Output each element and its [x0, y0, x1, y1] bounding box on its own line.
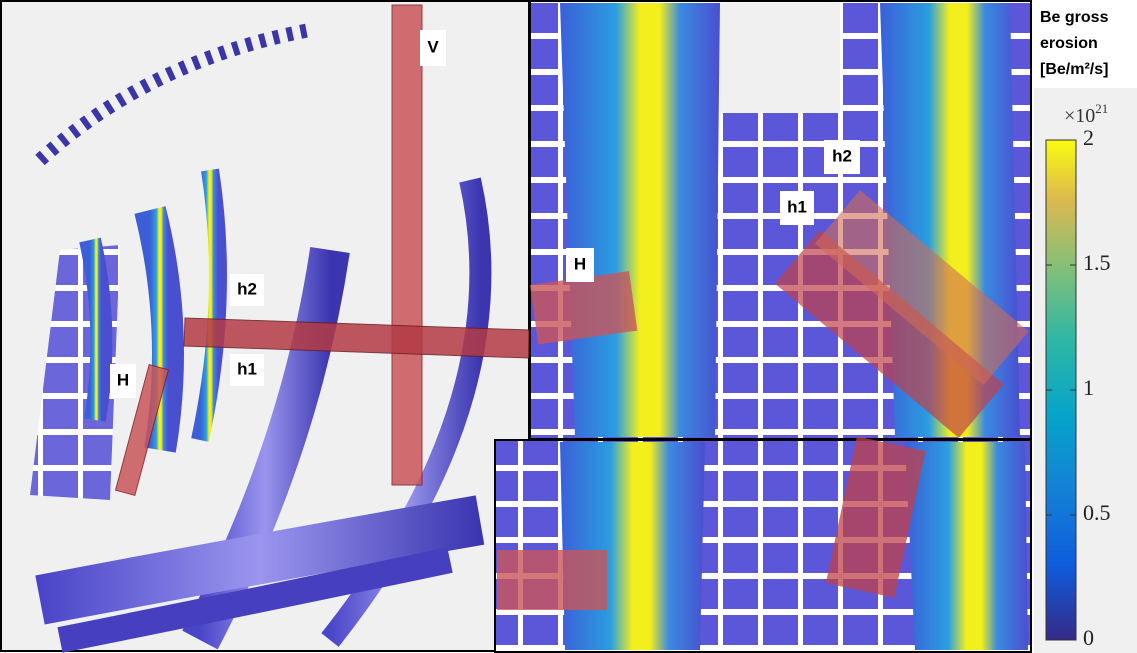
figure: V h2 h1 H h2 h1 H Be gross erosion [Be/m… — [0, 0, 1137, 653]
label: h1 — [237, 359, 257, 378]
label: H — [574, 254, 586, 273]
multiplier-base: ×10 — [1064, 105, 1095, 127]
colorbar-title: erosion — [1040, 35, 1098, 52]
colorbar: Be gross erosion [Be/m²/s] ×1021 0 0.5 1 1.… — [1034, 9, 1137, 653]
label: h2 — [237, 279, 257, 298]
colorbar-title: [Be/m²/s] — [1040, 61, 1108, 78]
tick-label: 2 — [1083, 125, 1094, 150]
label: h1 — [787, 197, 807, 216]
zoom-bottom — [495, 436, 1031, 652]
label: V — [427, 37, 439, 56]
label: H — [117, 370, 129, 389]
tick-label: 0.5 — [1083, 500, 1111, 525]
colorbar-title: Be gross — [1040, 9, 1109, 26]
main-view — [1, 1, 530, 651]
tick-label: 1.5 — [1083, 250, 1111, 275]
tick-label: 0 — [1083, 625, 1094, 650]
label: h2 — [832, 146, 852, 165]
tick-label: 1 — [1083, 375, 1094, 400]
multiplier-exponent: 21 — [1095, 101, 1108, 116]
